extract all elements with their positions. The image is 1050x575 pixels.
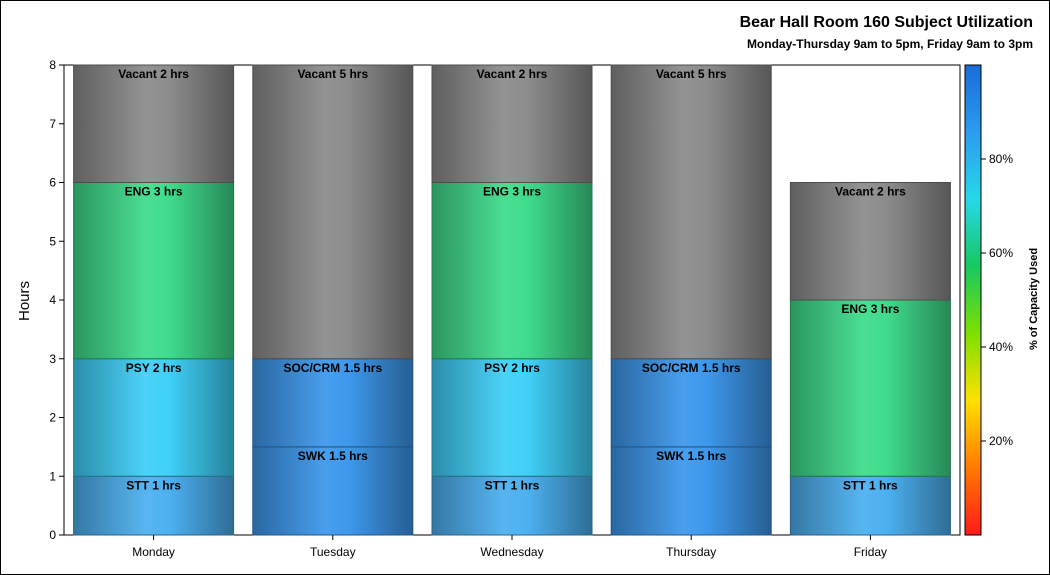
chart-title: Bear Hall Room 160 Subject Utilization (739, 14, 1033, 31)
bar-segment (789, 182, 951, 301)
bar-segment (789, 299, 951, 477)
segment-label: SWK 1.5 hrs (656, 449, 726, 463)
bar-segment (789, 475, 951, 536)
bar-segment (252, 64, 414, 360)
bar-segment (431, 182, 593, 360)
x-tick-label: Tuesday (310, 545, 356, 559)
segment-label: Vacant 2 hrs (835, 185, 906, 199)
y-tick-label: 4 (49, 293, 56, 307)
segment-label: ENG 3 hrs (125, 185, 183, 199)
segment-label: ENG 3 hrs (483, 185, 541, 199)
bar-segment (73, 64, 235, 183)
segment-label: Vacant 2 hrs (477, 67, 548, 81)
colorbar-tick-label: 80% (989, 152, 1013, 166)
segment-label: PSY 2 hrs (484, 361, 540, 375)
segment-label: Vacant 2 hrs (118, 67, 189, 81)
bar-segment (73, 358, 235, 477)
x-tick-label: Wednesday (480, 545, 543, 559)
y-tick-label: 8 (49, 58, 56, 72)
segment-label: SOC/CRM 1.5 hrs (642, 361, 741, 375)
segment-label: STT 1 hrs (126, 478, 181, 492)
colorbar-tick-label: 20% (989, 434, 1013, 448)
x-tick-label: Monday (132, 545, 175, 559)
segment-label: Vacant 5 hrs (297, 67, 368, 81)
chart-subtitle: Monday-Thursday 9am to 5pm, Friday 9am t… (746, 37, 1033, 51)
colorbar (964, 64, 982, 536)
y-tick-label: 2 (49, 411, 56, 425)
x-tick-label: Thursday (666, 545, 716, 559)
y-tick-label: 0 (49, 528, 56, 542)
bar-segment (252, 358, 414, 448)
bar-segment (610, 358, 772, 448)
bar-segment (431, 475, 593, 536)
segment-label: ENG 3 hrs (841, 302, 899, 316)
colorbar-tick-label: 40% (989, 340, 1013, 354)
y-tick-label: 3 (49, 352, 56, 366)
y-tick-label: 6 (49, 176, 56, 190)
y-tick-label: 5 (49, 234, 56, 248)
x-tick-label: Friday (854, 545, 887, 559)
segment-label: SWK 1.5 hrs (298, 449, 368, 463)
segment-label: Vacant 5 hrs (656, 67, 727, 81)
segment-label: PSY 2 hrs (126, 361, 182, 375)
y-tick-label: 1 (49, 469, 56, 483)
segment-label: STT 1 hrs (843, 478, 898, 492)
bar-segment (73, 182, 235, 360)
bar-segment (431, 358, 593, 477)
bar-segment (431, 64, 593, 183)
colorbar-tick-label: 60% (989, 246, 1013, 260)
y-tick-label: 7 (49, 117, 56, 131)
bar-segment (610, 64, 772, 360)
segment-label: STT 1 hrs (485, 478, 540, 492)
segment-label: SOC/CRM 1.5 hrs (283, 361, 382, 375)
